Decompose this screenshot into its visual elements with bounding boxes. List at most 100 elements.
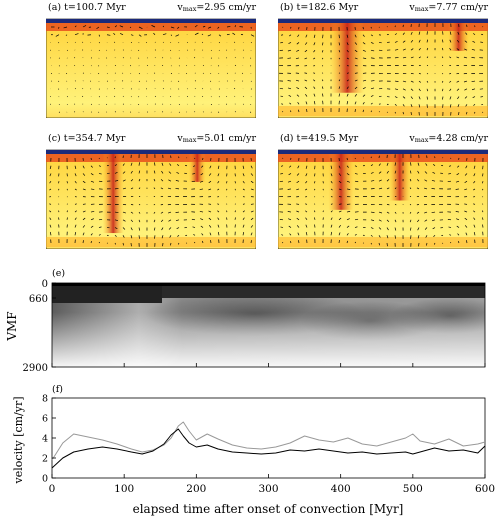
velocity-arrow bbox=[287, 49, 292, 52]
velocity-arrow bbox=[386, 235, 389, 239]
velocity-arrow bbox=[119, 33, 124, 36]
velocity-arrow bbox=[160, 187, 164, 190]
velocity-arrow bbox=[114, 219, 119, 222]
velocity-arrow bbox=[370, 49, 375, 52]
velocity-arrow bbox=[234, 181, 236, 184]
velocity-arrow bbox=[394, 227, 397, 231]
velocity-arrow bbox=[431, 219, 436, 222]
velocity-arrow bbox=[250, 240, 252, 244]
thermal-boundary-layer bbox=[46, 23, 256, 31]
velocity-arrow bbox=[410, 56, 414, 59]
velocity-arrow bbox=[418, 80, 421, 83]
velocity-arrow bbox=[441, 47, 444, 51]
vmf-y-ticks: 0 660 2900 bbox=[23, 279, 56, 374]
velocity-arrow bbox=[456, 56, 460, 59]
velocity-arrow bbox=[471, 88, 476, 91]
velocity-arrow bbox=[82, 188, 86, 191]
velocity-arrow bbox=[338, 57, 341, 60]
velocity-arrow bbox=[170, 26, 175, 29]
velocity-arrow bbox=[418, 73, 421, 75]
velocity-arrow bbox=[232, 32, 236, 36]
velocity-arrow bbox=[74, 33, 79, 36]
velocity-arrow bbox=[114, 235, 117, 237]
velocity-arrow bbox=[305, 210, 308, 213]
velocity-arrow bbox=[409, 178, 412, 182]
velocity-arrow bbox=[313, 86, 316, 90]
velocity-arrow bbox=[449, 80, 452, 83]
velocity-arrow bbox=[305, 101, 308, 105]
velocity-arrow bbox=[338, 42, 341, 46]
velocity-arrow bbox=[98, 173, 102, 175]
y-tick-label: 4 bbox=[42, 434, 48, 445]
velocity-arrow bbox=[394, 96, 398, 98]
velocity-arrow bbox=[409, 170, 412, 174]
velocity-arrow bbox=[416, 204, 420, 206]
velocity-arrow bbox=[305, 93, 308, 97]
velocity-arrow bbox=[66, 217, 68, 220]
velocity-arrow bbox=[370, 80, 375, 82]
velocity-arrow bbox=[74, 224, 77, 228]
velocity-arrow bbox=[153, 32, 156, 35]
velocity-arrow bbox=[210, 240, 212, 244]
velocity-arrow bbox=[161, 227, 164, 231]
velocity-arrow bbox=[122, 219, 126, 222]
velocity-arrow bbox=[296, 87, 300, 90]
velocity-arrow bbox=[130, 187, 134, 190]
velocity-arrow bbox=[122, 235, 125, 238]
velocity-arrow bbox=[169, 163, 172, 166]
velocity-arrow bbox=[153, 187, 156, 190]
velocity-arrow bbox=[338, 86, 341, 89]
velocity-arrow bbox=[250, 210, 254, 213]
velocity-arrow bbox=[313, 42, 316, 46]
velocity-arrow bbox=[313, 49, 316, 53]
velocity-arrow bbox=[242, 231, 245, 236]
velocity-arrow bbox=[154, 235, 156, 239]
velocity-arrow bbox=[330, 203, 333, 205]
velocity-arrow bbox=[449, 31, 452, 35]
velocity-arrow bbox=[138, 34, 142, 37]
snapshot-panel-b: (b) t=182.6 Myr vmax=7.77 cm/yr bbox=[278, 2, 488, 120]
velocity-arrow bbox=[296, 210, 300, 213]
velocity-arrow bbox=[346, 233, 349, 236]
velocity-arrow bbox=[114, 227, 118, 230]
velocity-arrow bbox=[394, 170, 397, 174]
velocity-arrow bbox=[66, 188, 68, 191]
velocity-arrow bbox=[473, 224, 476, 228]
velocity-arrow bbox=[322, 42, 324, 46]
velocity-arrow bbox=[138, 187, 141, 190]
velocity-arrow bbox=[378, 187, 383, 190]
velocity-arrow bbox=[362, 79, 367, 82]
velocity-arrow bbox=[208, 180, 212, 184]
velocity-arrow bbox=[465, 165, 468, 169]
velocity-arrow bbox=[113, 33, 116, 35]
velocity-arrow bbox=[482, 217, 484, 220]
velocity-arrow bbox=[90, 165, 93, 168]
velocity-arrow bbox=[456, 88, 460, 91]
velocity-arrow bbox=[473, 33, 476, 36]
vmax-label: vmax=2.95 cm/yr bbox=[177, 2, 256, 13]
velocity-arrow bbox=[464, 225, 468, 228]
velocity-arrow bbox=[456, 39, 460, 43]
velocity-arrow bbox=[217, 173, 220, 177]
velocity-arrow bbox=[330, 180, 333, 184]
velocity-arrow bbox=[207, 34, 212, 37]
x-tick-label: 500 bbox=[403, 483, 423, 495]
velocity-arrow bbox=[410, 40, 414, 43]
velocity-arrow bbox=[456, 48, 460, 51]
velocity-arrow bbox=[74, 210, 77, 213]
velocity-arrow bbox=[305, 231, 308, 236]
velocity-arrow bbox=[472, 41, 476, 43]
velocity-arrow bbox=[114, 180, 119, 182]
velocity-arrow bbox=[282, 242, 284, 244]
plume bbox=[188, 154, 206, 182]
velocity-arrow bbox=[199, 188, 204, 190]
vmax-label: vmax=4.28 cm/yr bbox=[409, 133, 488, 144]
velocity-arrow bbox=[201, 165, 204, 168]
velocity-arrow bbox=[154, 162, 156, 166]
velocity-arrow bbox=[313, 57, 316, 60]
velocity-arrow bbox=[160, 204, 164, 206]
velocity-arrow bbox=[49, 203, 52, 205]
velocity-arrow bbox=[471, 57, 476, 59]
velocity-arrow bbox=[114, 164, 117, 167]
velocity-arrow bbox=[455, 180, 460, 183]
